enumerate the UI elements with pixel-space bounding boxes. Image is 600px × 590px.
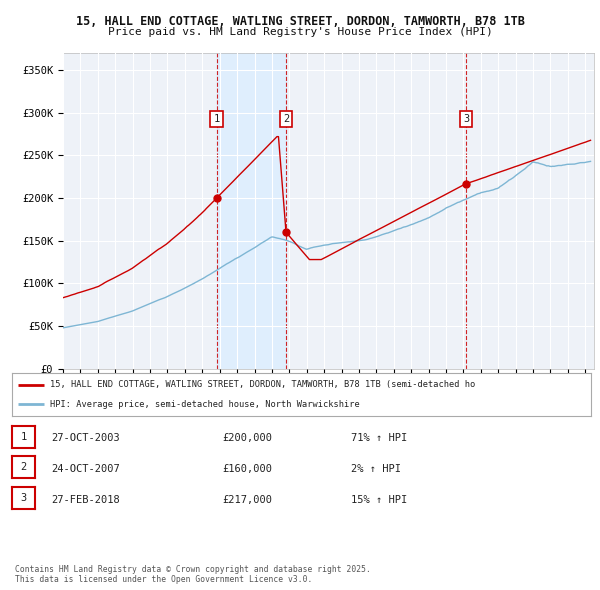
- Text: £160,000: £160,000: [222, 464, 272, 474]
- Text: 27-OCT-2003: 27-OCT-2003: [51, 434, 120, 444]
- Text: 1: 1: [214, 114, 220, 124]
- Text: 27-FEB-2018: 27-FEB-2018: [51, 495, 120, 505]
- Text: 3: 3: [20, 493, 26, 503]
- Text: Price paid vs. HM Land Registry's House Price Index (HPI): Price paid vs. HM Land Registry's House …: [107, 27, 493, 37]
- Text: 2% ↑ HPI: 2% ↑ HPI: [351, 464, 401, 474]
- Text: 2: 2: [20, 463, 26, 473]
- Text: £200,000: £200,000: [222, 434, 272, 444]
- Text: 15, HALL END COTTAGE, WATLING STREET, DORDON, TAMWORTH, B78 1TB (semi-detached h: 15, HALL END COTTAGE, WATLING STREET, DO…: [50, 381, 475, 389]
- Text: 15% ↑ HPI: 15% ↑ HPI: [351, 495, 407, 505]
- Bar: [217, 53, 286, 369]
- Text: 2: 2: [283, 114, 289, 124]
- Text: 15, HALL END COTTAGE, WATLING STREET, DORDON, TAMWORTH, B78 1TB: 15, HALL END COTTAGE, WATLING STREET, DO…: [76, 15, 524, 28]
- Text: 24-OCT-2007: 24-OCT-2007: [51, 464, 120, 474]
- Text: £217,000: £217,000: [222, 495, 272, 505]
- Text: 71% ↑ HPI: 71% ↑ HPI: [351, 434, 407, 444]
- Text: Contains HM Land Registry data © Crown copyright and database right 2025.
This d: Contains HM Land Registry data © Crown c…: [15, 565, 371, 584]
- Text: HPI: Average price, semi-detached house, North Warwickshire: HPI: Average price, semi-detached house,…: [50, 400, 359, 409]
- Text: 1: 1: [20, 432, 26, 442]
- Text: 3: 3: [463, 114, 469, 124]
